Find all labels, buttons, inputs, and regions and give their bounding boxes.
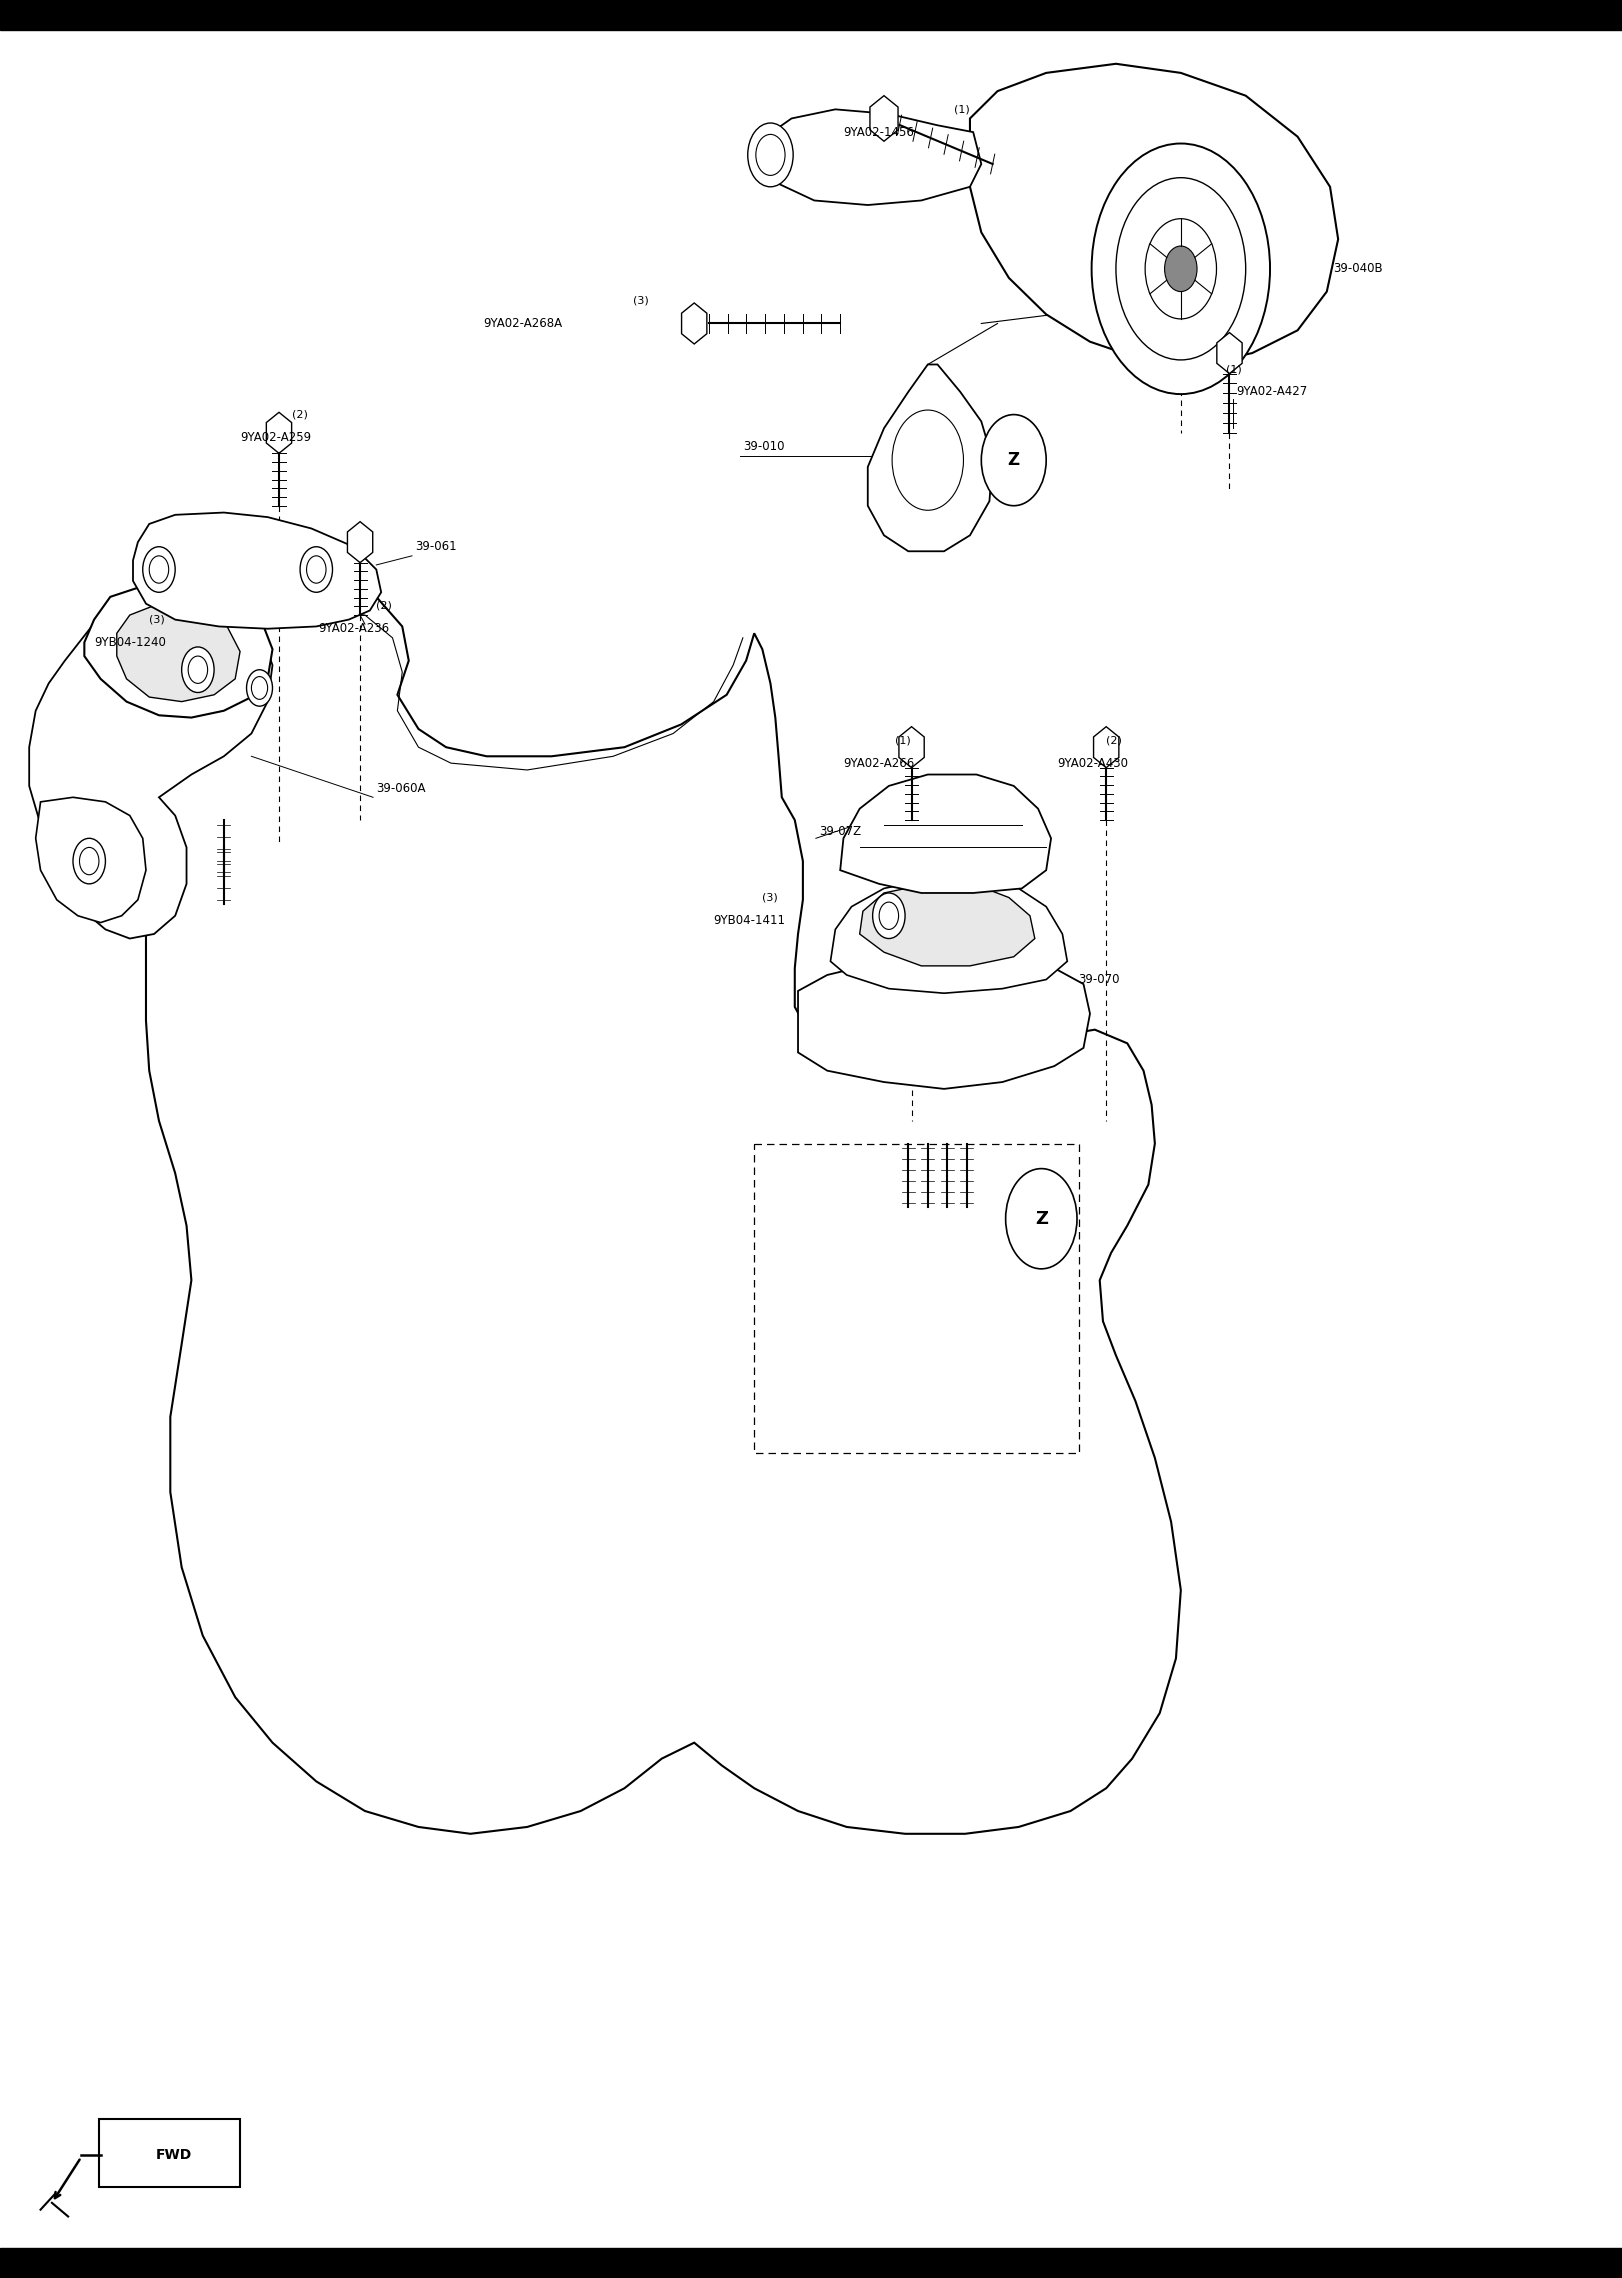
Circle shape	[73, 838, 105, 884]
Polygon shape	[899, 727, 925, 768]
Text: (3): (3)	[633, 296, 649, 305]
Circle shape	[143, 547, 175, 592]
Polygon shape	[84, 588, 272, 718]
Circle shape	[892, 410, 963, 510]
Circle shape	[879, 902, 899, 929]
Polygon shape	[347, 522, 373, 563]
Circle shape	[1006, 1169, 1077, 1269]
Circle shape	[748, 123, 793, 187]
Text: 39-070: 39-070	[1079, 973, 1121, 986]
Circle shape	[903, 426, 952, 494]
Circle shape	[307, 556, 326, 583]
Polygon shape	[798, 957, 1090, 1089]
Text: 9YB04-1240: 9YB04-1240	[94, 636, 165, 649]
Circle shape	[913, 440, 942, 481]
Text: 39-010: 39-010	[743, 440, 785, 453]
Circle shape	[188, 656, 208, 683]
Text: 9YA02-A236: 9YA02-A236	[318, 622, 389, 636]
Text: 39-07Z: 39-07Z	[819, 825, 861, 838]
Circle shape	[251, 677, 268, 699]
FancyBboxPatch shape	[99, 2119, 240, 2187]
Text: (2): (2)	[1106, 736, 1122, 745]
Bar	[0, 2248, 1622, 2278]
Circle shape	[149, 556, 169, 583]
Circle shape	[300, 547, 333, 592]
Polygon shape	[266, 412, 292, 453]
Circle shape	[247, 670, 272, 706]
Text: 9YA02-A259: 9YA02-A259	[240, 431, 311, 444]
Text: 9YA02-A266: 9YA02-A266	[843, 756, 915, 770]
Text: Z: Z	[1007, 451, 1020, 469]
Polygon shape	[117, 604, 240, 702]
Circle shape	[1145, 219, 1216, 319]
Text: (1): (1)	[1226, 364, 1242, 374]
Polygon shape	[868, 364, 993, 551]
Polygon shape	[138, 570, 1181, 1834]
Text: 9YA02-A268A: 9YA02-A268A	[483, 317, 563, 330]
Bar	[0, 0, 1622, 30]
Circle shape	[873, 893, 905, 939]
Text: 9YA02-A430: 9YA02-A430	[1058, 756, 1129, 770]
Circle shape	[182, 647, 214, 693]
Text: (1): (1)	[895, 736, 912, 745]
Circle shape	[1116, 178, 1246, 360]
Text: (2): (2)	[376, 601, 393, 611]
Text: FWD: FWD	[156, 2148, 191, 2162]
Polygon shape	[681, 303, 707, 344]
Polygon shape	[36, 797, 146, 923]
Text: 9YA02-A427: 9YA02-A427	[1236, 385, 1307, 399]
Polygon shape	[860, 884, 1035, 966]
Polygon shape	[133, 513, 381, 629]
Text: 9YB04-1411: 9YB04-1411	[714, 913, 785, 927]
Polygon shape	[759, 109, 981, 205]
Circle shape	[79, 847, 99, 875]
Text: 9YA02-1456: 9YA02-1456	[843, 125, 915, 139]
Polygon shape	[830, 879, 1067, 993]
Polygon shape	[1216, 333, 1242, 374]
Polygon shape	[869, 96, 899, 141]
Text: 39-060A: 39-060A	[376, 781, 427, 795]
Text: 39-061: 39-061	[415, 540, 457, 554]
Polygon shape	[29, 592, 272, 939]
Circle shape	[756, 134, 785, 175]
Polygon shape	[970, 64, 1338, 364]
Polygon shape	[840, 775, 1051, 893]
Text: (3): (3)	[149, 615, 165, 624]
Text: 39-040B: 39-040B	[1333, 262, 1384, 276]
Circle shape	[981, 415, 1046, 506]
Text: (3): (3)	[762, 893, 779, 902]
Text: Z: Z	[1035, 1210, 1048, 1228]
Polygon shape	[1093, 727, 1119, 768]
Text: (2): (2)	[292, 410, 308, 419]
Circle shape	[1092, 144, 1270, 394]
Text: (1): (1)	[954, 105, 970, 114]
Circle shape	[1165, 246, 1197, 292]
